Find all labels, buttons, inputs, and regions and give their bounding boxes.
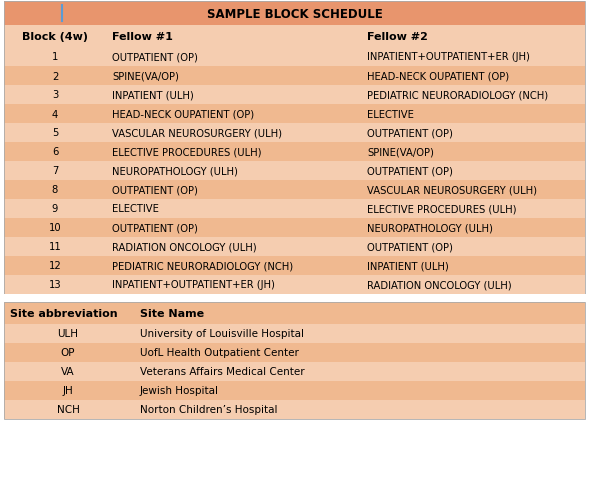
Bar [4, 143, 585, 162]
Bar [4, 400, 585, 419]
Text: OP: OP [61, 348, 75, 358]
Text: Site abbreviation: Site abbreviation [10, 308, 118, 318]
Bar [4, 276, 585, 294]
Bar [4, 200, 585, 218]
Text: RADIATION ONCOLOGY (ULH): RADIATION ONCOLOGY (ULH) [112, 242, 257, 252]
Bar [4, 218, 585, 238]
Text: PEDIATRIC NEURORADIOLOGY (NCH): PEDIATRIC NEURORADIOLOGY (NCH) [112, 261, 293, 271]
Text: Veterans Affairs Medical Center: Veterans Affairs Medical Center [140, 367, 305, 377]
Text: NCH: NCH [57, 405, 80, 415]
Text: Jewish Hospital: Jewish Hospital [140, 386, 219, 396]
Bar [0, 294, 589, 302]
Text: OUTPATIENT (OP): OUTPATIENT (OP) [367, 166, 453, 176]
Bar [4, 105, 585, 124]
Bar [4, 302, 585, 324]
Bar [4, 362, 585, 381]
Text: 8: 8 [52, 185, 58, 195]
Text: JH: JH [62, 386, 74, 396]
Text: 11: 11 [49, 242, 61, 252]
Text: VASCULAR NEUROSURGERY (ULH): VASCULAR NEUROSURGERY (ULH) [112, 128, 282, 138]
Text: Block (4w): Block (4w) [22, 32, 88, 42]
Text: ELECTIVE: ELECTIVE [367, 109, 414, 119]
Text: 2: 2 [52, 72, 58, 81]
Text: OUTPATIENT (OP): OUTPATIENT (OP) [112, 223, 198, 233]
Bar [4, 324, 585, 343]
Bar [4, 124, 585, 143]
Text: OUTPATIENT (OP): OUTPATIENT (OP) [112, 185, 198, 195]
Bar [4, 48, 585, 67]
Text: 4: 4 [52, 109, 58, 119]
Text: 13: 13 [49, 280, 61, 290]
Text: ULH: ULH [58, 329, 78, 339]
Text: OUTPATIENT (OP): OUTPATIENT (OP) [112, 52, 198, 62]
Bar [4, 180, 585, 200]
Text: OUTPATIENT (OP): OUTPATIENT (OP) [367, 242, 453, 252]
Text: VASCULAR NEUROSURGERY (ULH): VASCULAR NEUROSURGERY (ULH) [367, 185, 537, 195]
Text: INPATIENT+OUTPATIENT+ER (JH): INPATIENT+OUTPATIENT+ER (JH) [367, 52, 530, 62]
Text: SPINE(VA/OP): SPINE(VA/OP) [367, 147, 434, 157]
Text: ELECTIVE PROCEDURES (ULH): ELECTIVE PROCEDURES (ULH) [367, 204, 517, 214]
Text: ELECTIVE PROCEDURES (ULH): ELECTIVE PROCEDURES (ULH) [112, 147, 262, 157]
Text: Fellow #1: Fellow #1 [112, 32, 173, 42]
Text: HEAD-NECK OUPATIENT (OP): HEAD-NECK OUPATIENT (OP) [112, 109, 254, 119]
Text: 6: 6 [52, 147, 58, 157]
Text: NEUROPATHOLOGY (ULH): NEUROPATHOLOGY (ULH) [367, 223, 493, 233]
Text: SPINE(VA/OP): SPINE(VA/OP) [112, 72, 179, 81]
Bar [4, 381, 585, 400]
Text: NEUROPATHOLOGY (ULH): NEUROPATHOLOGY (ULH) [112, 166, 238, 176]
Text: OUTPATIENT (OP): OUTPATIENT (OP) [367, 128, 453, 138]
Text: 9: 9 [52, 204, 58, 214]
Text: 3: 3 [52, 90, 58, 100]
Bar [4, 302, 585, 419]
Bar [4, 2, 585, 26]
Bar [4, 162, 585, 180]
Bar [4, 238, 585, 256]
Text: INPATIENT+OUTPATIENT+ER (JH): INPATIENT+OUTPATIENT+ER (JH) [112, 280, 275, 290]
Text: SAMPLE BLOCK SCHEDULE: SAMPLE BLOCK SCHEDULE [207, 8, 382, 21]
Text: HEAD-NECK OUPATIENT (OP): HEAD-NECK OUPATIENT (OP) [367, 72, 509, 81]
Text: 7: 7 [52, 166, 58, 176]
Bar [4, 2, 585, 294]
Bar [4, 86, 585, 105]
Text: PEDIATRIC NEURORADIOLOGY (NCH): PEDIATRIC NEURORADIOLOGY (NCH) [367, 90, 548, 100]
Text: Site Name: Site Name [140, 308, 204, 318]
Bar [4, 256, 585, 276]
Text: 10: 10 [49, 223, 61, 233]
Text: 12: 12 [49, 261, 61, 271]
Text: VA: VA [61, 367, 75, 377]
Text: Norton Children’s Hospital: Norton Children’s Hospital [140, 405, 277, 415]
Bar [4, 343, 585, 362]
Text: ELECTIVE: ELECTIVE [112, 204, 159, 214]
Text: INPATIENT (ULH): INPATIENT (ULH) [112, 90, 194, 100]
Text: 5: 5 [52, 128, 58, 138]
Text: UofL Health Outpatient Center: UofL Health Outpatient Center [140, 348, 299, 358]
Text: University of Louisville Hospital: University of Louisville Hospital [140, 329, 304, 339]
Text: Fellow #2: Fellow #2 [367, 32, 428, 42]
Text: INPATIENT (ULH): INPATIENT (ULH) [367, 261, 449, 271]
Bar [4, 67, 585, 86]
Text: RADIATION ONCOLOGY (ULH): RADIATION ONCOLOGY (ULH) [367, 280, 512, 290]
Bar [4, 26, 585, 48]
Text: 1: 1 [52, 52, 58, 62]
